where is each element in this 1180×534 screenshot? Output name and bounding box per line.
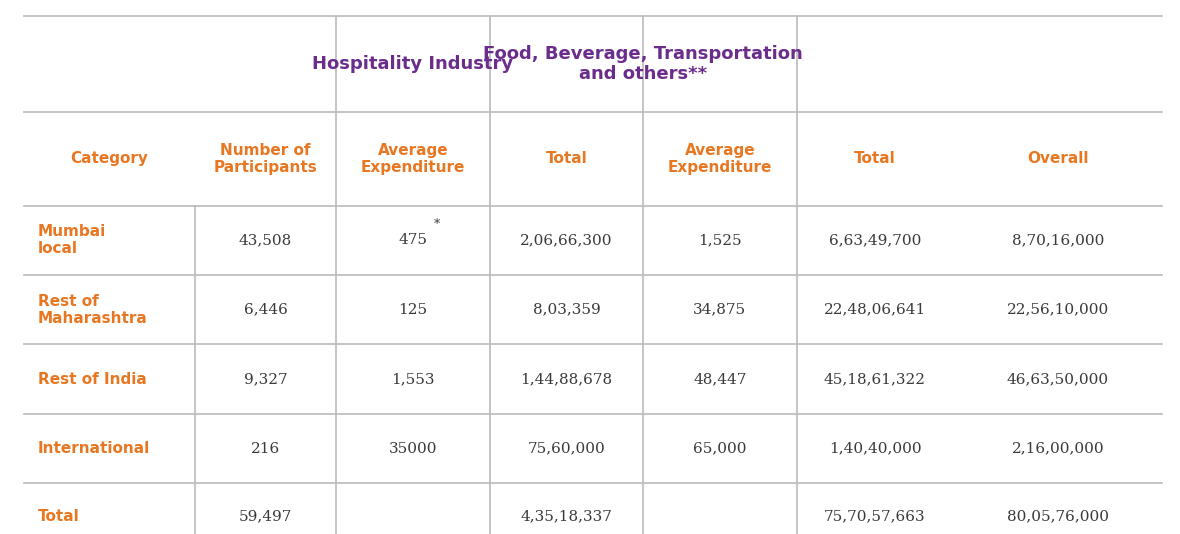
Text: *: * (434, 218, 440, 231)
Text: 43,508: 43,508 (238, 233, 293, 247)
Text: 1,40,40,000: 1,40,40,000 (828, 442, 922, 456)
Text: Overall: Overall (1027, 151, 1089, 167)
Text: 35000: 35000 (388, 442, 438, 456)
Text: Food, Beverage, Transportation
and others**: Food, Beverage, Transportation and other… (484, 45, 802, 83)
Text: 2,06,66,300: 2,06,66,300 (520, 233, 612, 247)
Text: 22,48,06,641: 22,48,06,641 (824, 303, 926, 317)
Text: 2,16,00,000: 2,16,00,000 (1011, 442, 1104, 456)
Text: 48,447: 48,447 (693, 372, 747, 386)
Text: 80,05,76,000: 80,05,76,000 (1007, 509, 1109, 524)
Text: 6,63,49,700: 6,63,49,700 (828, 233, 922, 247)
Text: 125: 125 (399, 303, 427, 317)
Text: 75,70,57,663: 75,70,57,663 (824, 509, 926, 524)
Text: 75,60,000: 75,60,000 (527, 442, 605, 456)
Text: 8,03,359: 8,03,359 (532, 303, 601, 317)
Text: 65,000: 65,000 (693, 442, 747, 456)
Text: 1,553: 1,553 (392, 372, 434, 386)
Text: Rest of India: Rest of India (38, 372, 146, 387)
Text: 45,18,61,322: 45,18,61,322 (824, 372, 926, 386)
Text: 22,56,10,000: 22,56,10,000 (1007, 303, 1109, 317)
Text: 34,875: 34,875 (693, 303, 747, 317)
Text: Number of
Participants: Number of Participants (214, 143, 317, 175)
Text: Rest of
Maharashtra: Rest of Maharashtra (38, 294, 148, 326)
Text: Category: Category (71, 151, 148, 167)
Text: 9,327: 9,327 (244, 372, 287, 386)
Text: Average
Expenditure: Average Expenditure (361, 143, 465, 175)
Text: 475: 475 (399, 233, 427, 247)
Text: 8,70,16,000: 8,70,16,000 (1011, 233, 1104, 247)
Text: Hospitality Industry: Hospitality Industry (313, 55, 513, 73)
Text: 46,63,50,000: 46,63,50,000 (1007, 372, 1109, 386)
Text: 1,44,88,678: 1,44,88,678 (520, 372, 612, 386)
Text: 1,525: 1,525 (699, 233, 741, 247)
Text: 216: 216 (251, 442, 280, 456)
Text: 59,497: 59,497 (238, 509, 293, 524)
Text: Total: Total (38, 509, 79, 524)
Text: Total: Total (545, 151, 588, 167)
Text: Average
Expenditure: Average Expenditure (668, 143, 772, 175)
Text: 6,446: 6,446 (243, 303, 288, 317)
Text: Total: Total (854, 151, 896, 167)
Text: Mumbai
local: Mumbai local (38, 224, 106, 256)
Text: International: International (38, 441, 150, 456)
Text: 4,35,18,337: 4,35,18,337 (520, 509, 612, 524)
